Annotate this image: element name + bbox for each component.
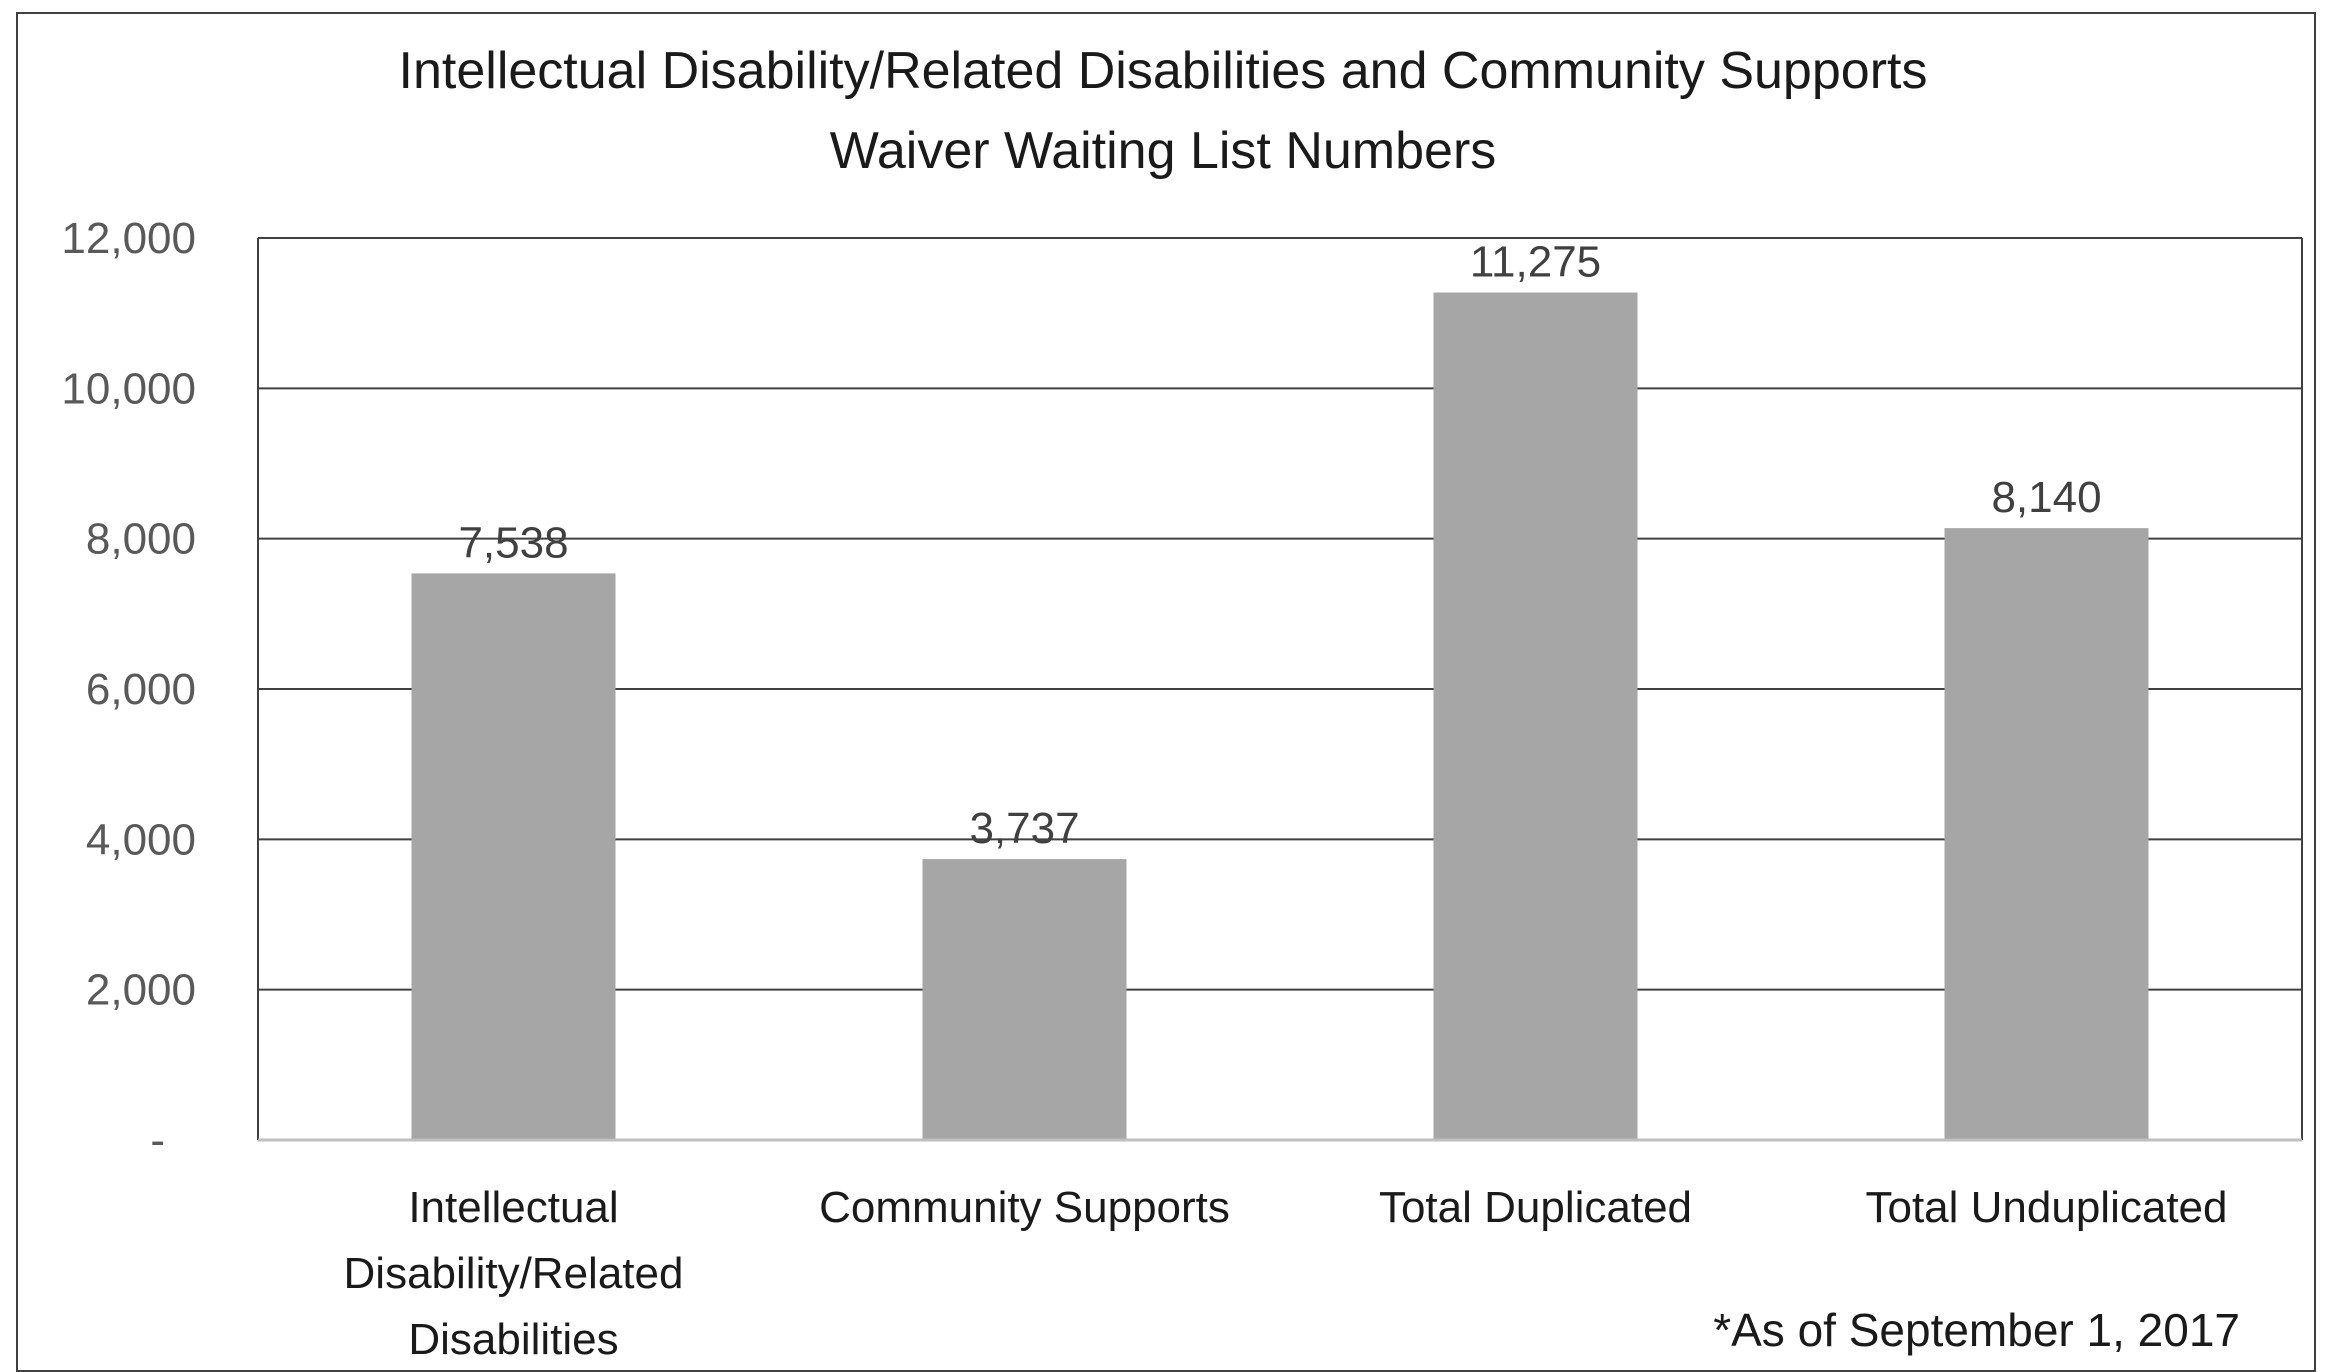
data-label: 8,140 [1991,473,2101,522]
footnote: *As of September 1, 2017 [1713,1304,2240,1356]
y-axis-ticks: - 2,000 4,000 6,000 8,000 10,000 12,000 [61,214,196,1165]
data-label: 11,275 [1470,237,1601,286]
bar [411,573,616,1140]
y-tick-label: - [150,1116,165,1165]
x-category-label: Intellectual [408,1183,618,1232]
chart-title: Intellectual Disability/Related Disabili… [399,42,1928,180]
x-category-label: Community Supports [819,1183,1230,1232]
x-category-label: Total Unduplicated [1865,1183,2227,1232]
x-category-label: Disabilities [408,1315,618,1364]
x-category-label: Total Duplicated [1379,1183,1692,1232]
y-tick-label: 12,000 [61,214,196,263]
bars [258,292,2302,1142]
chart-title-line: Waiver Waiting List Numbers [830,122,1497,180]
x-category-label: Disability/Related [344,1249,684,1298]
bar [1433,292,1638,1140]
x-axis-categories: Intellectual Disability/Related Disabiliti… [344,1183,2228,1364]
data-label: 3,737 [969,804,1079,853]
y-tick-label: 2,000 [86,966,196,1015]
chart-title-line: Intellectual Disability/Related Disabili… [399,42,1928,100]
y-tick-label: 10,000 [61,364,196,413]
y-tick-label: 6,000 [86,665,196,714]
bar [1944,528,2149,1140]
y-tick-label: 4,000 [86,815,196,864]
y-tick-label: 8,000 [86,515,196,564]
data-label: 7,538 [458,518,568,567]
bar [922,859,1127,1140]
data-labels: 7,538 3,737 11,275 8,140 [458,237,2101,853]
